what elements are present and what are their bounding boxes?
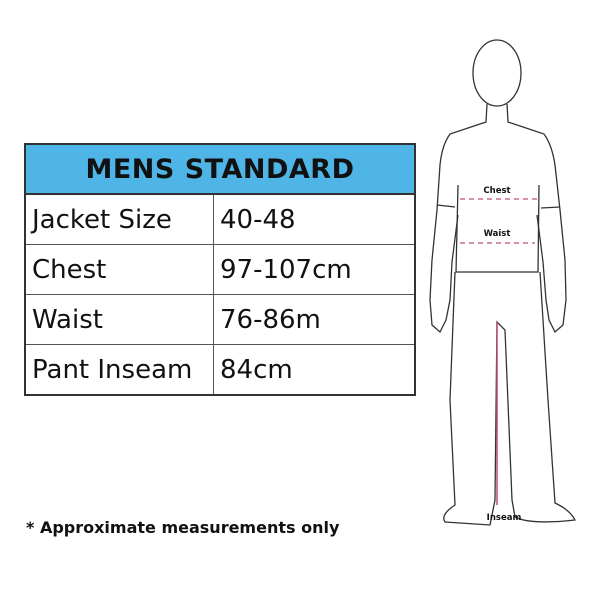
row-label: Chest: [26, 245, 214, 294]
table-row: Jacket Size 40-48: [26, 195, 414, 245]
table-row: Chest 97-107cm: [26, 245, 414, 295]
disclaimer-note: * Approximate measurements only: [26, 518, 340, 537]
waist-label: Waist: [484, 229, 511, 239]
row-value: 40-48: [220, 204, 296, 235]
inseam-label: Inseam: [487, 513, 522, 523]
size-table: MENS STANDARD Jacket Size 40-48 Chest 97…: [24, 143, 416, 396]
row-value: 84cm: [220, 354, 293, 385]
row-label: Pant Inseam: [26, 345, 214, 394]
figure-outline: [429, 39, 576, 526]
row-label: Waist: [26, 295, 214, 344]
row-value: 97-107cm: [220, 254, 352, 285]
chest-label: Chest: [483, 186, 510, 196]
row-value: 76-86m: [220, 304, 321, 335]
table-row: Waist 76-86m: [26, 295, 414, 345]
table-title: MENS STANDARD: [26, 145, 414, 195]
table-row: Pant Inseam 84cm: [26, 345, 414, 394]
row-label: Jacket Size: [26, 195, 214, 244]
